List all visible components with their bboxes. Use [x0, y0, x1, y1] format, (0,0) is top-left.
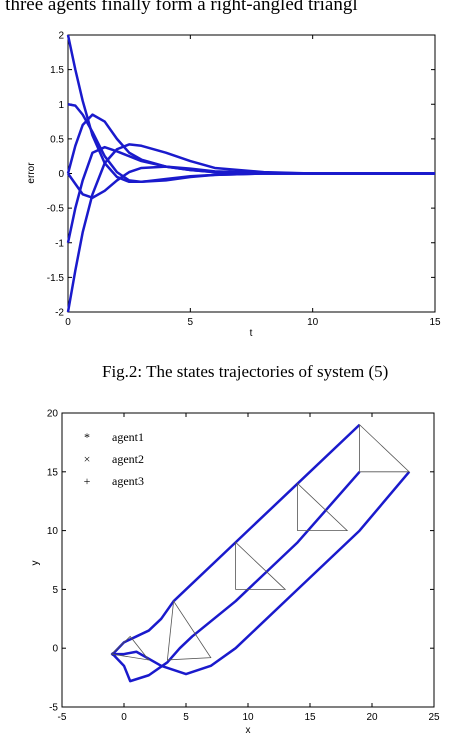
- y-tick-label: 5: [52, 585, 58, 596]
- y-tick-label: 1.5: [50, 65, 64, 76]
- x-axis-label: t: [250, 328, 253, 339]
- legend-label: agent3: [112, 474, 144, 488]
- x-tick-label: 10: [242, 712, 254, 723]
- y-tick-label: 0: [52, 644, 58, 655]
- x-tick-label: 20: [366, 712, 378, 723]
- figure-caption: Fig.2: The states trajectories of system…: [102, 362, 389, 381]
- y-tick-label: -0.5: [47, 204, 65, 215]
- x-axis-label: x: [246, 725, 251, 735]
- x-tick-label: 0: [121, 712, 127, 723]
- y-tick-label: 2: [58, 31, 64, 42]
- series-line-1: [66, 34, 435, 184]
- x-tick-label: 15: [304, 712, 316, 723]
- y-tick-label: -5: [49, 703, 58, 714]
- y-tick-label: -1.5: [47, 273, 65, 284]
- y-tick-label: 20: [47, 409, 59, 420]
- y-tick-label: 10: [47, 526, 59, 537]
- formation-triangle: [235, 541, 287, 590]
- y-tick-label: 0.5: [50, 134, 64, 145]
- y-axis-label: y: [30, 561, 41, 566]
- x-tick-label: 15: [429, 317, 441, 328]
- agent-trajectories-chart: -5 0 5 10 15 20 25 20 15 10 5 0 -5 * agent1 × agent2 + ag…: [30, 409, 440, 735]
- legend-marker: +: [84, 474, 91, 488]
- series-line-1: [110, 423, 361, 657]
- x-tick-label: 0: [65, 317, 71, 328]
- legend-marker: ×: [84, 452, 91, 466]
- y-tick-label: -2: [55, 308, 64, 319]
- formation-triangle: [359, 423, 411, 473]
- formation-triangle: [166, 600, 212, 661]
- legend-label: agent2: [112, 452, 144, 466]
- series-line-5: [66, 113, 435, 175]
- legend-label: agent1: [112, 430, 144, 444]
- y-tick-label: 0: [58, 169, 64, 180]
- y-tick-label: -1: [55, 238, 64, 249]
- formation-triangle: [297, 482, 349, 532]
- x-tick-label: 5: [188, 317, 194, 328]
- y-tick-label: 15: [47, 467, 59, 478]
- y-axis-label: error: [26, 162, 37, 184]
- states-trajectories-chart: 0 5 10 15 2 1.5 1 0.5 0 -0.5 -1 -1.5 -2 t error: [26, 31, 441, 340]
- x-tick-label: 10: [307, 317, 319, 328]
- header-text: e three agents finally form a right-angl…: [0, 0, 358, 15]
- x-tick-label: -5: [58, 712, 67, 723]
- legend-marker: *: [84, 430, 90, 444]
- series-line-3: [111, 470, 411, 676]
- formation-triangle: [110, 635, 150, 661]
- series-line-2: [66, 143, 435, 313]
- x-tick-label: 25: [428, 712, 440, 723]
- x-tick-label: 5: [183, 712, 189, 723]
- series-line-6: [66, 165, 435, 199]
- series-line-4: [66, 145, 435, 244]
- y-tick-label: 1: [58, 100, 64, 111]
